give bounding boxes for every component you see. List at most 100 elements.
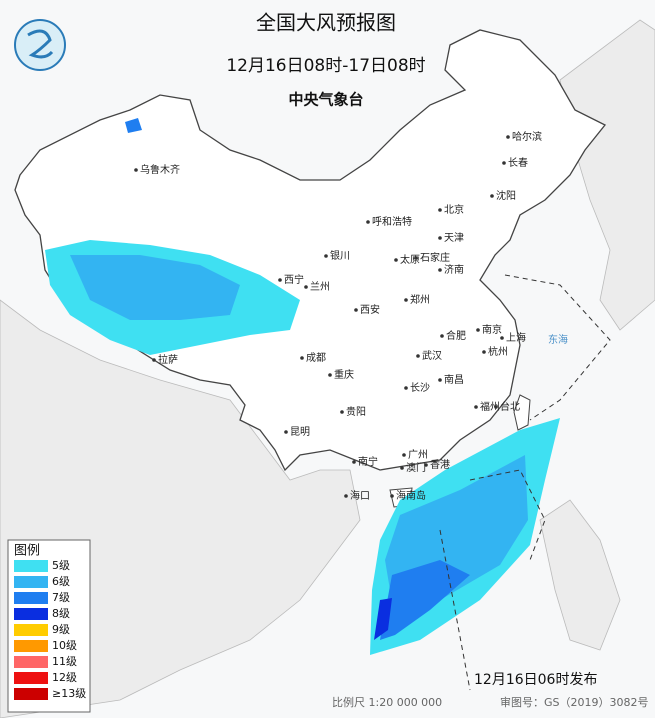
city-label: 哈尔滨 bbox=[512, 130, 542, 143]
city-dot bbox=[134, 168, 138, 172]
city-dot bbox=[438, 236, 442, 240]
city-dot bbox=[476, 328, 480, 332]
city-label: 郑州 bbox=[410, 293, 430, 306]
city-label: 重庆 bbox=[334, 368, 354, 381]
legend-label: 8级 bbox=[52, 607, 70, 620]
city-label: 呼和浩特 bbox=[372, 216, 412, 228]
city-label: 昆明 bbox=[290, 426, 310, 438]
city-label: 合肥 bbox=[446, 329, 466, 342]
city-dot bbox=[300, 356, 304, 360]
city-label: 杭州 bbox=[488, 345, 508, 358]
neighbour-land bbox=[559, 19, 655, 331]
legend-swatch bbox=[14, 672, 48, 684]
city-dot bbox=[424, 463, 428, 467]
city-dot bbox=[394, 258, 398, 262]
city-label: 兰州 bbox=[310, 280, 330, 293]
legend-label: 9级 bbox=[52, 623, 70, 636]
period: 12月16日08时-17日08时 bbox=[226, 56, 425, 76]
city-dot bbox=[354, 308, 358, 312]
city-dot bbox=[474, 405, 478, 409]
logo-mark bbox=[27, 29, 54, 59]
legend-swatch bbox=[14, 592, 48, 604]
city-dot bbox=[344, 494, 348, 498]
legend-swatch bbox=[14, 688, 48, 700]
city-label: 澳门 bbox=[406, 461, 426, 474]
city-label: 乌鲁木齐 bbox=[140, 163, 180, 176]
city-label: 贵阳 bbox=[346, 405, 366, 418]
city-label: 南宁 bbox=[358, 455, 378, 468]
city-label: 天津 bbox=[444, 232, 464, 244]
issued: 12月16日06时发布 bbox=[474, 672, 597, 688]
legend-label: 6级 bbox=[52, 575, 70, 588]
city-dot bbox=[402, 453, 406, 457]
city-dot bbox=[416, 354, 420, 358]
city-label: 海南岛 bbox=[396, 489, 426, 502]
city-dot bbox=[494, 405, 498, 409]
neighbour-land bbox=[539, 499, 621, 651]
legend-label: 7级 bbox=[52, 591, 70, 604]
city-dot bbox=[352, 460, 356, 464]
city-label: 广州 bbox=[408, 449, 428, 461]
city-label: 拉萨 bbox=[158, 353, 178, 366]
city-dot bbox=[284, 430, 288, 434]
city-dot bbox=[500, 336, 504, 340]
sea-label: 东海 bbox=[548, 333, 568, 346]
city-dot bbox=[324, 254, 328, 258]
wind-area-8 bbox=[374, 598, 392, 640]
city-label: 台北 bbox=[500, 400, 520, 413]
city-label: 上海 bbox=[506, 331, 526, 344]
city-dot bbox=[404, 386, 408, 390]
city-dot bbox=[340, 410, 344, 414]
city-dot bbox=[328, 373, 332, 377]
legend-items: 5级 6级 7级 8级 9级 10级 11级 12级 ≥13级 bbox=[14, 559, 86, 700]
city-label: 香港 bbox=[430, 459, 450, 471]
city-dot bbox=[400, 466, 404, 470]
legend-swatch bbox=[14, 656, 48, 668]
legend-swatch bbox=[14, 576, 48, 588]
city-dot bbox=[482, 350, 486, 354]
city-dot bbox=[490, 194, 494, 198]
city-dot bbox=[502, 161, 506, 165]
city-label: 长春 bbox=[508, 157, 528, 169]
wind-area-6 bbox=[70, 255, 240, 320]
city-label: 石家庄 bbox=[420, 251, 450, 264]
title: 全国大风预报图 bbox=[256, 11, 396, 35]
city-label: 福州 bbox=[480, 400, 500, 413]
wind-area-7 bbox=[125, 118, 142, 133]
legend-label: 10级 bbox=[52, 639, 77, 652]
city-label: 长沙 bbox=[410, 382, 430, 394]
city-label: 沈阳 bbox=[496, 189, 516, 202]
city-dot bbox=[304, 285, 308, 289]
sea-boundaries bbox=[439, 274, 611, 691]
legend-swatch bbox=[14, 560, 48, 572]
city-label: 济南 bbox=[444, 263, 464, 276]
city-label: 银川 bbox=[330, 249, 350, 262]
legend-swatch bbox=[14, 608, 48, 620]
city-label: 南昌 bbox=[444, 373, 464, 386]
legend-title: 图例 bbox=[14, 544, 40, 559]
legend-label: 11级 bbox=[52, 655, 77, 668]
city-dot bbox=[278, 278, 282, 282]
city-dot bbox=[366, 220, 370, 224]
taiwan bbox=[513, 394, 531, 431]
city-label: 西安 bbox=[360, 303, 380, 316]
wind-area-7 bbox=[380, 560, 470, 640]
city-dot bbox=[438, 208, 442, 212]
review-number: 审图号：GS（2019）3082号 bbox=[500, 695, 649, 709]
city-dot bbox=[404, 298, 408, 302]
city-dot bbox=[440, 334, 444, 338]
city-label: 西宁 bbox=[284, 273, 304, 286]
scale: 比例尺 1:20 000 000 bbox=[332, 695, 442, 709]
issuer: 中央气象台 bbox=[288, 91, 363, 109]
city-dot bbox=[152, 358, 156, 362]
legend-label: 5级 bbox=[52, 559, 70, 572]
city-dot bbox=[438, 268, 442, 272]
legend-swatch bbox=[14, 640, 48, 652]
logo bbox=[14, 19, 66, 71]
legend-label: ≥13级 bbox=[52, 687, 86, 700]
city-label: 北京 bbox=[444, 203, 464, 216]
city-dot bbox=[390, 494, 394, 498]
city-label: 成都 bbox=[306, 352, 326, 364]
